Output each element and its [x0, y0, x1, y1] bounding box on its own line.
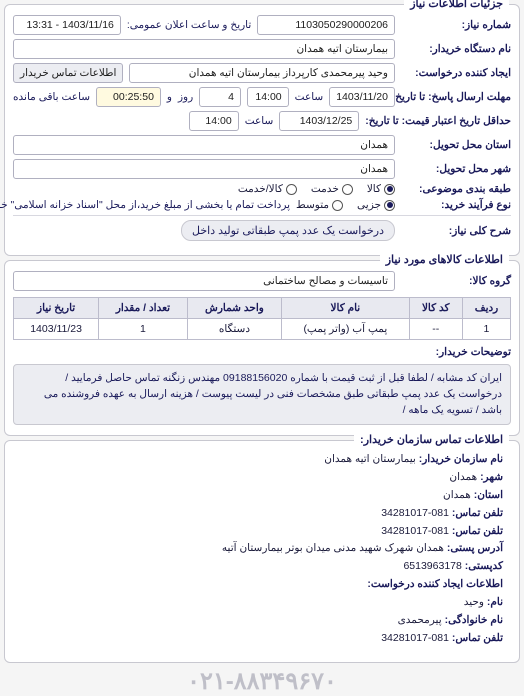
goods-group-label: گروه کالا:: [401, 275, 511, 287]
radio-icon: [384, 200, 395, 211]
contact-section: اطلاعات تماس سازمان خریدار: نام سازمان خ…: [4, 440, 520, 662]
notes-label: توضیحات خریدار:: [401, 346, 511, 358]
th-unit: واحد شمارش: [187, 298, 282, 319]
th-name: نام کالا: [282, 298, 409, 319]
c-fax: 081-34281017: [381, 525, 449, 537]
province-value: همدان: [13, 135, 395, 155]
c-addr-label: آدرس پستی:: [447, 542, 503, 554]
buyer-org: بیمارستان اتیه همدان: [13, 39, 395, 59]
need-number: 1103050290000206: [257, 15, 395, 35]
cat-service-radio[interactable]: خدمت: [311, 183, 353, 195]
deadline-date: 1403/11/20: [329, 87, 395, 107]
c-prov: همدان: [443, 489, 471, 501]
city-value: همدان: [13, 159, 395, 179]
c-rphone: 081-34281017: [381, 632, 449, 644]
remain-label: ساعت باقی مانده: [13, 91, 90, 103]
section3-title: اطلاعات تماس سازمان خریدار:: [354, 433, 509, 446]
c-org: بیمارستان اتیه همدان: [324, 453, 416, 465]
th-qty: تعداد / مقدار: [99, 298, 187, 319]
c-fname: وحید: [464, 596, 484, 608]
c-org-label: نام سازمان خریدار:: [419, 453, 503, 465]
th-row: ردیف: [462, 298, 510, 319]
table-header-row: ردیف کد کالا نام کالا واحد شمارش تعداد /…: [14, 298, 511, 319]
buyer-contact-button[interactable]: اطلاعات تماس خریدار: [13, 63, 123, 83]
price-valid-date: 1403/12/25: [279, 111, 359, 131]
goods-section: اطلاعات کالاهای مورد نیاز گروه کالا: تاس…: [4, 260, 520, 436]
need-number-label: شماره نیاز:: [401, 19, 511, 31]
td-name: پمپ آب (واتر پمپ): [282, 319, 409, 340]
days-left: 4: [199, 87, 241, 107]
section1-title: جزئیات اطلاعات نیاز: [404, 0, 509, 10]
c-addr: همدان شهرک شهید مدنی میدان بوتر بیمارستا…: [222, 542, 444, 554]
c-rphone-label: تلفن تماس:: [452, 632, 503, 644]
cat-goods-radio[interactable]: کالا: [367, 183, 395, 195]
price-valid-label: حداقل تاریخ اعتبار قیمت: تا تاریخ:: [365, 115, 511, 127]
hour-label-1: ساعت: [295, 91, 324, 103]
radio-icon: [332, 200, 343, 211]
remain-time: 00:25:50: [96, 87, 161, 107]
price-valid-time: 14:00: [189, 111, 239, 131]
c-zip-label: کدپستی:: [465, 560, 503, 572]
c-zip: 6513963178: [403, 560, 461, 572]
c-fname-label: نام:: [487, 596, 503, 608]
and-label: و: [167, 91, 172, 103]
td-qty: 1: [99, 319, 187, 340]
td-unit: دستگاه: [187, 319, 282, 340]
creator-value: وحید پیرمحمدی کارپرداز بیمارستان اتیه هم…: [129, 63, 395, 83]
section2-title: اطلاعات کالاهای مورد نیاز: [380, 253, 509, 266]
radio-icon: [286, 184, 297, 195]
c-city-label: شهر:: [480, 471, 503, 483]
proc-note: پرداخت تمام یا بخشی از مبلغ خرید،از محل …: [0, 199, 290, 211]
announce-label: تاریخ و ساعت اعلان عمومی:: [127, 19, 251, 31]
cat-label: طبقه بندی موضوعی:: [401, 183, 511, 195]
td-row: 1: [462, 319, 510, 340]
announce-value: 1403/11/16 - 13:31: [13, 15, 121, 35]
radio-icon: [342, 184, 353, 195]
buyer-org-label: نام دستگاه خریدار:: [401, 43, 511, 55]
deadline-time: 14:00: [247, 87, 289, 107]
td-date: 1403/11/23: [14, 319, 99, 340]
day-label: روز: [178, 91, 193, 103]
city-label: شهر محل تحویل:: [401, 163, 511, 175]
table-row[interactable]: 1 -- پمپ آب (واتر پمپ) دستگاه 1 1403/11/…: [14, 319, 511, 340]
hour-label-2: ساعت: [245, 115, 274, 127]
goods-group: تاسیسات و مصالح ساختمانی: [13, 271, 395, 291]
cat-gs-radio[interactable]: کالا/خدمت: [238, 183, 297, 195]
c-fax-label: تلفن تماس:: [452, 525, 503, 537]
th-date: تاریخ نیاز: [14, 298, 99, 319]
need-details-section: جزئیات اطلاعات نیاز شماره نیاز: 11030502…: [4, 4, 520, 256]
divider: [13, 215, 511, 216]
proc-low-radio[interactable]: جزیی: [357, 199, 395, 211]
c-city: همدان: [449, 471, 477, 483]
deadline-label: مهلت ارسال پاسخ: تا تاریخ:: [401, 91, 511, 103]
items-table: ردیف کد کالا نام کالا واحد شمارش تعداد /…: [13, 297, 511, 340]
td-code: --: [409, 319, 462, 340]
c-phone-label: تلفن تماس:: [452, 507, 503, 519]
c-prov-label: استان:: [474, 489, 503, 501]
proc-label: نوع فرآیند خرید:: [401, 199, 511, 211]
keyword-pill: درخواست یک عدد پمپ طبقاتی تولید داخل: [181, 220, 395, 241]
province-label: استان محل تحویل:: [401, 139, 511, 151]
c-req-creator-label: اطلاعات ایجاد کننده درخواست:: [367, 578, 503, 590]
radio-icon: [384, 184, 395, 195]
category-radios: کالا خدمت کالا/خدمت: [238, 183, 395, 195]
keyword-label: شرح کلی نیاز:: [401, 225, 511, 237]
footer-phone: ۰۲۱-۸۸۳۴۹۶۷۰: [0, 667, 524, 696]
contact-lines: نام سازمان خریدار: بیمارستان اتیه همدان …: [13, 447, 511, 651]
c-lname: پیرمحمدی: [398, 614, 442, 626]
proc-mid-radio[interactable]: متوسط: [296, 199, 343, 211]
buyer-notes: ایران کد مشابه / لطفا قبل از ثبت قیمت با…: [13, 364, 511, 425]
th-code: کد کالا: [409, 298, 462, 319]
creator-label: ایجاد کننده درخواست:: [401, 67, 511, 79]
c-lname-label: نام خانوادگی:: [445, 614, 503, 626]
proc-radios: جزیی متوسط: [296, 199, 395, 211]
c-phone: 081-34281017: [381, 507, 449, 519]
